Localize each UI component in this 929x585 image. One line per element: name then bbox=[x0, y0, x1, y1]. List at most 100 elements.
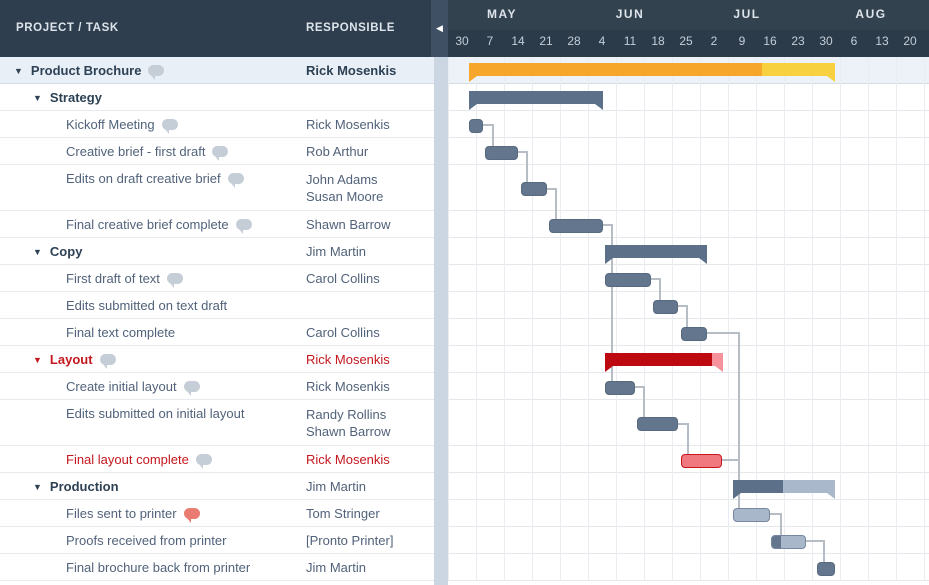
task-label-cell: ▼ Product Brochure bbox=[0, 62, 306, 80]
gantt-task-bar[interactable] bbox=[771, 535, 806, 549]
responsible-name: Carol Collins bbox=[306, 324, 380, 340]
chart-row bbox=[448, 527, 929, 554]
dependency-connector bbox=[678, 423, 689, 425]
panel-splitter[interactable] bbox=[434, 0, 448, 585]
responsible-cell: Jim Martin bbox=[306, 478, 434, 495]
table-row: First draft of text Carol Collins bbox=[0, 265, 434, 292]
task-label[interactable]: Edits on draft creative brief bbox=[66, 171, 221, 186]
dependency-connector bbox=[707, 332, 740, 334]
task-label[interactable]: Layout bbox=[49, 351, 93, 367]
summary-bar-notch-right bbox=[699, 258, 707, 264]
gantt-task-bar[interactable] bbox=[485, 146, 518, 160]
chart-row bbox=[448, 292, 929, 319]
gantt-summary-bar[interactable] bbox=[733, 480, 835, 499]
gantt-task-bar[interactable] bbox=[549, 219, 603, 233]
collapse-arrow-icon[interactable]: ▼ bbox=[33, 354, 42, 365]
gantt-summary-bar[interactable] bbox=[469, 63, 835, 82]
week-label: 16 bbox=[763, 34, 777, 48]
task-label[interactable]: Create initial layout bbox=[66, 378, 177, 394]
comment-icon-tail bbox=[238, 228, 243, 234]
task-label-cell: ▼ Layout bbox=[0, 351, 306, 369]
task-label[interactable]: Final creative brief complete bbox=[66, 216, 229, 232]
task-label[interactable]: Copy bbox=[49, 243, 83, 259]
comment-icon[interactable] bbox=[212, 145, 229, 161]
task-label[interactable]: Strategy bbox=[49, 89, 102, 105]
chart-row bbox=[448, 554, 929, 581]
gantt-task-bar[interactable] bbox=[681, 327, 707, 341]
summary-bar-segment bbox=[783, 480, 835, 493]
collapse-arrow-icon[interactable]: ▼ bbox=[33, 246, 42, 257]
task-label-cell: Edits submitted on text draft bbox=[0, 298, 306, 313]
gantt-summary-bar[interactable] bbox=[469, 91, 603, 110]
task-progress-fill bbox=[772, 536, 781, 548]
gantt-task-bar[interactable] bbox=[637, 417, 678, 431]
responsible-cell: Rick Mosenkis bbox=[306, 116, 434, 133]
gantt-task-bar[interactable] bbox=[733, 508, 770, 522]
gantt-task-bar[interactable] bbox=[605, 273, 651, 287]
comment-icon[interactable] bbox=[227, 173, 244, 188]
week-label: 30 bbox=[819, 34, 833, 48]
gantt-task-bar[interactable] bbox=[681, 454, 722, 468]
dependency-connector bbox=[806, 540, 825, 542]
comment-icon[interactable] bbox=[195, 453, 212, 469]
comment-icon[interactable] bbox=[148, 64, 165, 80]
task-label[interactable]: Files sent to printer bbox=[66, 505, 177, 521]
comment-icon[interactable] bbox=[99, 353, 116, 369]
week-label: 21 bbox=[539, 34, 553, 48]
task-label[interactable]: Final brochure back from printer bbox=[66, 559, 251, 575]
gantt-task-bar[interactable] bbox=[605, 381, 635, 395]
summary-bar-segment bbox=[469, 91, 603, 104]
comment-icon-tail bbox=[186, 390, 191, 396]
gantt-task-bar[interactable] bbox=[653, 300, 678, 314]
comment-icon-tail bbox=[215, 155, 220, 161]
comment-icon-tail bbox=[198, 463, 203, 469]
table-header: PROJECT / TASK RESPONSIBLE bbox=[0, 0, 434, 57]
table-row: Create initial layout Rick Mosenkis bbox=[0, 373, 434, 400]
chart-row bbox=[448, 265, 929, 292]
task-label[interactable]: Proofs received from printer bbox=[66, 532, 227, 548]
comment-icon[interactable] bbox=[161, 118, 178, 134]
table-row: Final layout complete Rick Mosenkis bbox=[0, 446, 434, 473]
table-row: Final brochure back from printer Jim Mart… bbox=[0, 554, 434, 581]
week-gridline bbox=[756, 57, 757, 581]
collapse-arrow-icon[interactable]: ▼ bbox=[33, 481, 42, 492]
task-label[interactable]: Edits submitted on text draft bbox=[66, 297, 228, 313]
gantt-task-bar[interactable] bbox=[469, 119, 483, 133]
dependency-connector bbox=[547, 188, 557, 190]
task-label[interactable]: Creative brief - first draft bbox=[66, 143, 206, 159]
dependency-connector bbox=[651, 278, 661, 280]
task-label[interactable]: Production bbox=[49, 478, 119, 494]
comment-icon[interactable] bbox=[166, 272, 183, 288]
gantt-task-bar[interactable] bbox=[817, 562, 835, 576]
comment-icon[interactable] bbox=[183, 507, 200, 523]
summary-bar-segment bbox=[733, 480, 783, 493]
comment-icon[interactable] bbox=[183, 380, 200, 396]
week-gridline bbox=[672, 57, 673, 581]
dependency-connector bbox=[518, 151, 528, 153]
gantt-summary-bar[interactable] bbox=[605, 245, 707, 264]
task-table: PROJECT / TASK RESPONSIBLE ▼ Product Broc… bbox=[0, 0, 434, 585]
dependency-connector bbox=[603, 224, 613, 226]
task-label[interactable]: Product Brochure bbox=[30, 62, 142, 78]
summary-bar-notch-left bbox=[469, 104, 477, 110]
comment-icon[interactable] bbox=[235, 218, 252, 234]
gantt-summary-bar[interactable] bbox=[605, 353, 723, 372]
responsible-name: Shawn Barrow bbox=[306, 216, 391, 232]
task-table-body: ▼ Product Brochure Rick Mosenkis ▼ Strategy K… bbox=[0, 57, 434, 581]
collapse-arrow-icon[interactable]: ▼ bbox=[33, 92, 42, 103]
summary-bar-notch-left bbox=[605, 366, 613, 372]
week-gridline bbox=[504, 57, 505, 581]
task-label[interactable]: First draft of text bbox=[66, 270, 160, 286]
task-label[interactable]: Kickoff Meeting bbox=[66, 116, 155, 132]
week-gridline bbox=[840, 57, 841, 581]
collapse-arrow-icon[interactable]: ▼ bbox=[14, 65, 23, 76]
responsible-cell: Rick Mosenkis bbox=[306, 378, 434, 395]
collapse-panel-button[interactable]: ◀ bbox=[431, 0, 448, 57]
gantt-task-bar[interactable] bbox=[521, 182, 547, 196]
chart-overlay bbox=[448, 57, 929, 585]
task-label[interactable]: Edits submitted on initial layout bbox=[66, 406, 245, 421]
task-label[interactable]: Final text complete bbox=[66, 324, 176, 340]
task-label[interactable]: Final layout complete bbox=[66, 451, 189, 467]
comment-icon-tail bbox=[102, 363, 107, 369]
responsible-cell: Jim Martin bbox=[306, 559, 434, 576]
